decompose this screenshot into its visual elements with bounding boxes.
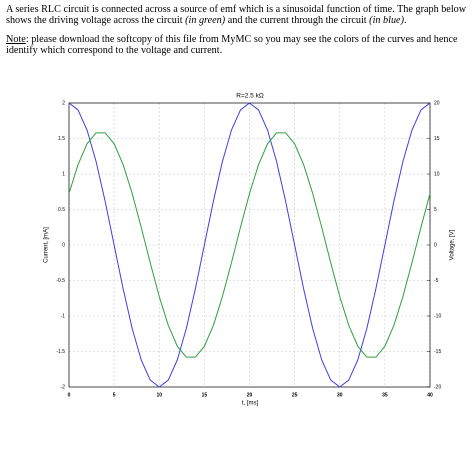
y-tick-label: -0.5 bbox=[56, 278, 65, 284]
y2-tick-label: -20 bbox=[434, 384, 441, 390]
x-tick-label: 10 bbox=[156, 392, 162, 398]
y-axis-label: Current, [mA] bbox=[44, 227, 50, 263]
text-run: Note bbox=[6, 34, 26, 45]
y-tick-label: 0.5 bbox=[58, 207, 65, 213]
series-line bbox=[68, 102, 431, 388]
text-run: (in green) bbox=[185, 15, 226, 26]
text-run: . bbox=[403, 15, 407, 26]
y-tick-label: 1 bbox=[62, 171, 65, 177]
text-run: (in blue) bbox=[369, 15, 404, 26]
chart-title: R=2.5 kΩ bbox=[236, 93, 264, 100]
x-tick-label: 40 bbox=[427, 392, 433, 398]
y2-tick-label: 15 bbox=[434, 136, 440, 142]
y2-tick-label: 20 bbox=[434, 100, 440, 106]
y-tick-label: -1 bbox=[61, 313, 66, 319]
y2-tick-label: -15 bbox=[434, 349, 441, 355]
x-tick-label: 15 bbox=[202, 392, 208, 398]
y2-tick-label: -5 bbox=[434, 278, 439, 284]
paragraph: Note: please download the softcopy of th… bbox=[6, 34, 468, 56]
y2-tick-label: 5 bbox=[434, 207, 437, 213]
x-tick-label: 35 bbox=[382, 392, 388, 398]
x-tick-label: 25 bbox=[292, 392, 298, 398]
text-run: A series RLC circuit is connected across… bbox=[6, 4, 467, 26]
y-tick-label: -1.5 bbox=[56, 349, 65, 355]
y2-tick-label: 10 bbox=[434, 171, 440, 177]
y-tick-label: 0 bbox=[62, 242, 65, 248]
y-tick-label: 1.5 bbox=[58, 136, 65, 142]
x-tick-label: 5 bbox=[113, 392, 116, 398]
y-tick-label: -2 bbox=[61, 384, 66, 390]
y-tick-label: 2 bbox=[62, 100, 65, 106]
paragraph: A series RLC circuit is connected across… bbox=[6, 4, 468, 26]
document: A series RLC circuit is connected across… bbox=[6, 4, 468, 64]
y2-tick-label: 0 bbox=[434, 242, 437, 248]
text-run: : please download the softcopy of this f… bbox=[6, 34, 458, 56]
text-run: and the current through the circuit bbox=[225, 15, 370, 26]
y2-axis-label: Voltage, [V] bbox=[450, 229, 456, 260]
x-axis-label: t, [ms] bbox=[242, 401, 259, 407]
series-line bbox=[68, 132, 431, 358]
y2-tick-label: -10 bbox=[434, 313, 441, 319]
x-tick-label: 20 bbox=[247, 392, 253, 398]
x-tick-label: 0 bbox=[68, 392, 71, 398]
x-tick-label: 30 bbox=[337, 392, 343, 398]
